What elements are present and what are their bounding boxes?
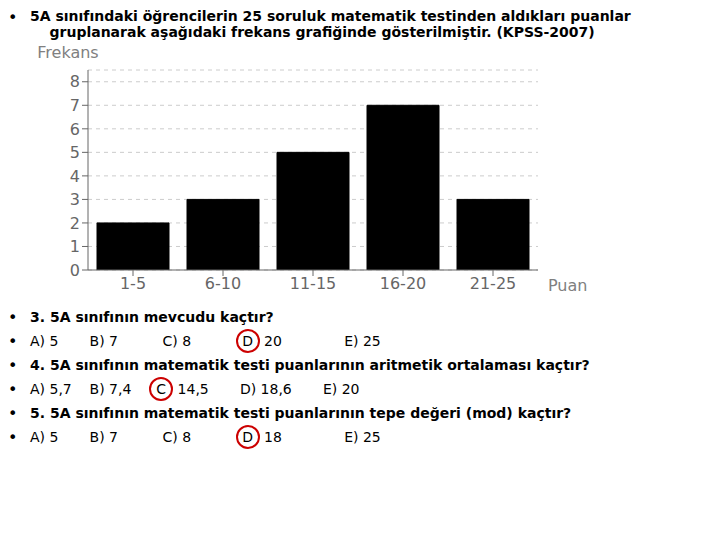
html-text:C: C: [156, 381, 166, 397]
html-text:4. 5A sınıfının matematik test: 4. 5A sınıfının matematik testi puanları…: [30, 357, 590, 373]
svg-text:21-25: 21-25: [470, 274, 517, 293]
html-text:5. 5A sınıfının matematik test: 5. 5A sınıfının matematik testi puanları…: [30, 405, 572, 421]
html-text:20 E) 25: 20 E) 25: [259, 333, 381, 349]
svg-text:1: 1: [70, 237, 80, 256]
svg-text:4: 4: [70, 167, 80, 186]
svg-text:7: 7: [70, 96, 80, 115]
html-text:A) 5 B) 7 C) 8: A) 5 B) 7 C) 8: [30, 429, 236, 445]
svg-text:3: 3: [70, 190, 80, 209]
svg-text:Frekans: Frekans: [37, 43, 98, 62]
svg-text:Puan: Puan: [548, 276, 587, 295]
html-text:3. 5A sınıfının mevcudu kaçtır: 3. 5A sınıfının mevcudu kaçtır?: [30, 309, 274, 325]
html-text:14,5 D) 18,6 E) 20: 14,5 D) 18,6 E) 20: [173, 381, 360, 397]
html-text:D: D: [242, 429, 253, 445]
svg-text:6-10: 6-10: [205, 274, 241, 293]
svg-text:6: 6: [70, 120, 80, 139]
svg-text:0: 0: [70, 261, 80, 280]
html-text:A) 5,7 B) 7,4: A) 5,7 B) 7,4: [30, 381, 150, 397]
svg-text:5: 5: [70, 143, 80, 162]
html-text:A) 5 B) 7 C) 8: A) 5 B) 7 C) 8: [30, 333, 236, 349]
html-text:18 E) 25: 18 E) 25: [259, 429, 381, 445]
svg-text:2: 2: [70, 214, 80, 233]
svg-text:1-5: 1-5: [120, 274, 146, 293]
svg-text:16-20: 16-20: [380, 274, 427, 293]
html-text:D: D: [242, 333, 253, 349]
svg-text:8: 8: [70, 72, 80, 91]
svg-text:11-15: 11-15: [290, 274, 337, 293]
html-text:gruplanarak aşağıdaki frekans: gruplanarak aşağıdaki frekans grafiğinde…: [30, 24, 595, 40]
html-text:5A sınıfındaki öğrencilerin 25: 5A sınıfındaki öğrencilerin 25 soruluk m…: [30, 8, 631, 24]
